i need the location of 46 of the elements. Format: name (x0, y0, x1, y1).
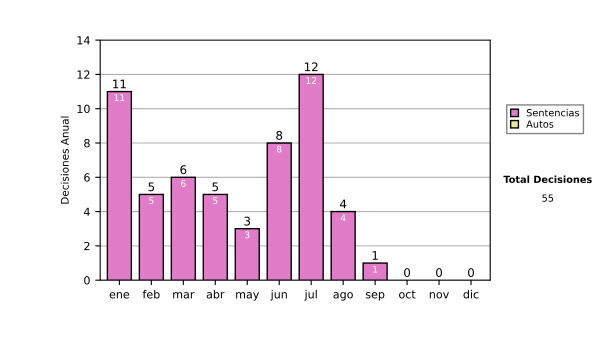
y-tick-label: 4 (84, 208, 90, 216)
x-tick-label: sep (366, 292, 384, 301)
y-tick-label: 8 (84, 138, 90, 148)
x-tick-label: dic (464, 290, 478, 298)
text: 55 (542, 194, 554, 202)
total-label: 11 (113, 80, 126, 88)
total-label: 0 (436, 268, 442, 278)
total-label: 0 (404, 268, 410, 278)
y-tick-label: 14 (78, 36, 90, 44)
x-tick-label: may (236, 292, 260, 301)
y-tick-label: 10 (78, 104, 90, 114)
data-label: 4 (340, 214, 346, 222)
total-label: 6 (180, 165, 186, 174)
x-tick-label: jul (304, 290, 317, 301)
text: Total Decisiones (503, 175, 592, 184)
total-label: 4 (340, 200, 346, 208)
data-label: 5 (213, 197, 218, 204)
x-tick-label: mar (173, 292, 194, 298)
legend-label: Autos (526, 120, 554, 128)
x-tick-label: ago (333, 292, 353, 301)
y-tick-label: 2 (84, 242, 90, 250)
x-tick-label: abr (206, 290, 224, 298)
data-label: 6 (181, 180, 186, 187)
x-tick-label: feb (142, 290, 160, 298)
data-label: 8 (276, 146, 282, 153)
x-tick-label: oct (399, 290, 416, 298)
y-tick-label: 12 (78, 70, 90, 79)
total-label: 5 (148, 182, 154, 192)
x-tick-label: jun (270, 290, 287, 301)
total-label: 8 (276, 130, 282, 140)
data-label: 3 (245, 231, 250, 238)
y-tick-label: 6 (84, 173, 90, 182)
legend-label: Sentencias (526, 108, 580, 116)
total-label: 3 (244, 216, 250, 226)
y-axis-title: Decisiones Anual (60, 116, 69, 204)
total-label: 1 (372, 251, 378, 260)
data-label: 11 (114, 94, 124, 101)
total-label: 12 (304, 62, 318, 72)
y-tick-label: 0 (84, 276, 90, 285)
data-label: 12 (306, 77, 316, 84)
total-label: 0 (468, 268, 474, 278)
data-label: 5 (149, 197, 154, 204)
x-tick-label: ene (110, 292, 130, 298)
total-label: 5 (212, 182, 218, 192)
x-tick-label: nov (430, 292, 449, 298)
data-label: 1 (373, 266, 378, 272)
